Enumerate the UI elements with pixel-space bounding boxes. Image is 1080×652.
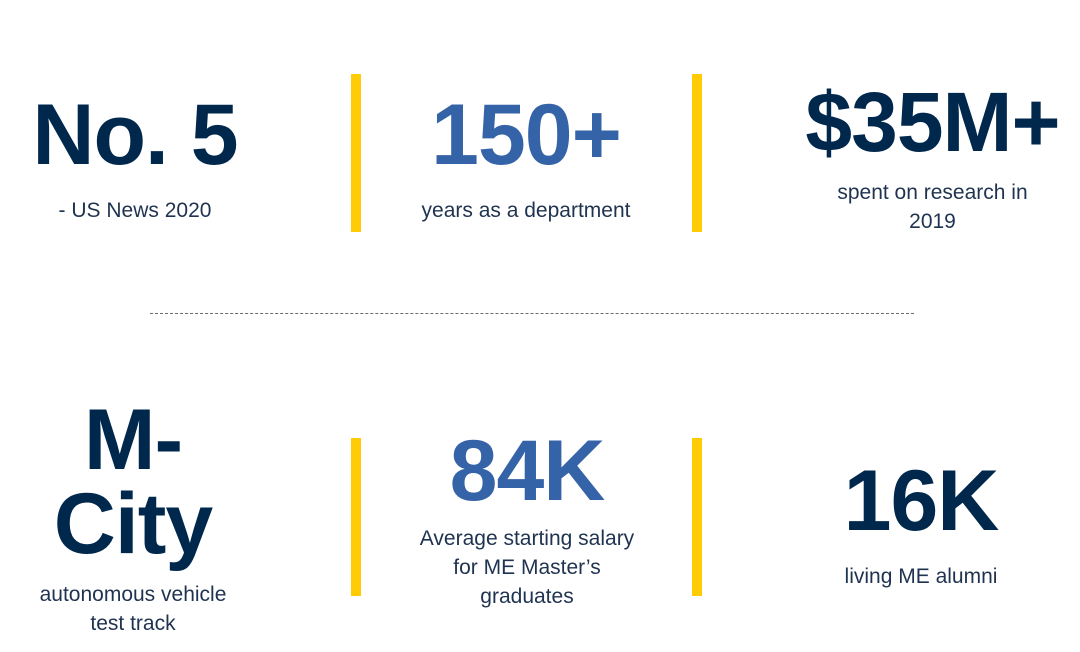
stat-label-line: autonomous vehicle (39, 583, 227, 606)
stat-value: 16K (843, 453, 1000, 549)
dashed-divider (150, 313, 914, 314)
divider-bar (692, 74, 702, 232)
stat-value-line: M- (83, 392, 183, 488)
stat-label-line: spent on research in (837, 181, 1028, 204)
stat-research-spending: $35M+ spent on research in 2019 (790, 80, 1075, 236)
stat-label: years as a department (421, 199, 631, 222)
stat-ranking: No. 5 - US News 2020 (10, 92, 260, 225)
stat-value: No. 5 (32, 87, 238, 183)
divider-bar (351, 438, 361, 596)
stat-label: living ME alumni (844, 565, 998, 588)
stat-label-line: Average starting salary (419, 527, 635, 550)
divider-bar (692, 438, 702, 596)
stat-label: - US News 2020 (58, 199, 212, 222)
stat-alumni: 16K living ME alumni (790, 458, 1052, 591)
stat-label-line: 2019 (909, 210, 956, 233)
stat-value: 84K (449, 423, 606, 519)
stat-value: 150+ (431, 87, 622, 183)
stat-mcity: M- City autonomous vehicle test track (8, 392, 258, 638)
stat-value-line: City (53, 476, 213, 572)
divider-bar (351, 74, 361, 232)
stat-value: $35M+ (805, 75, 1060, 169)
stat-label-line: for ME Master’s (453, 556, 601, 579)
stat-department-years: 150+ years as a department (390, 92, 662, 225)
stat-label-line: graduates (480, 585, 574, 608)
stat-label-line: test track (90, 612, 176, 635)
stat-starting-salary: 84K Average starting salary for ME Maste… (390, 428, 664, 611)
